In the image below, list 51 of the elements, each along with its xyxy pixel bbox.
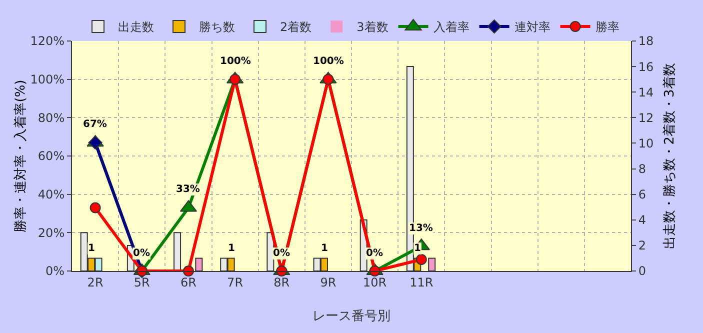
data-label: 100%	[220, 56, 251, 67]
legend-label: 連対率	[514, 20, 550, 34]
y2-tick-label: 16	[638, 60, 654, 74]
x-tick-label: 9R	[320, 275, 336, 290]
point	[90, 202, 101, 214]
y2-tick-label: 6	[638, 188, 646, 202]
legend-label: 3着数	[356, 20, 388, 34]
legend-label: 入着率	[433, 20, 470, 34]
data-label: 0%	[133, 248, 150, 259]
y2-tick-label: 10	[638, 136, 654, 150]
data-label: 1	[414, 243, 421, 254]
y-tick-label: 80%	[38, 110, 65, 125]
y2-tick-label: 2	[638, 238, 646, 253]
legend-label: 出走数	[118, 20, 154, 34]
y-tick-label: 100%	[30, 72, 65, 87]
y2-tick-label: 8	[638, 162, 646, 176]
y-axis-title: 勝率・連対率・入着率(%)	[12, 80, 28, 232]
y-tick-label: 120%	[30, 34, 65, 48]
point	[182, 266, 194, 276]
x-tick-label: 10R	[362, 275, 387, 290]
data-label: 1	[228, 243, 235, 254]
x-tick-label: 5R	[134, 275, 150, 290]
data-label: 33%	[176, 184, 200, 195]
legend-label: 2着数	[280, 20, 312, 34]
y-tick-label: 40%	[38, 188, 65, 202]
y2-tick-label: 4	[638, 213, 646, 228]
legend-label: 勝ち数	[199, 20, 235, 34]
y2-tick-label: 0	[638, 264, 646, 278]
data-label: 0%	[273, 248, 290, 259]
y2-tick-label: 12	[638, 110, 654, 125]
x-tick-label: 2R	[87, 275, 104, 290]
x-tick-label: 6R	[180, 275, 196, 290]
x-tick-label: 8R	[274, 275, 290, 290]
data-label: 1	[88, 243, 95, 254]
x-axis-title: レース番号別	[312, 309, 390, 324]
y2-tick-label: 14	[638, 85, 654, 100]
legend-label: 勝率	[595, 20, 620, 34]
data-label: 0%	[366, 248, 383, 259]
data-label: 13%	[409, 223, 433, 234]
data-label: 67%	[83, 119, 107, 130]
x-tick-label: 7R	[227, 275, 244, 290]
y-tick-label: 60%	[38, 149, 65, 164]
y2-axis-title: 出走数・勝ち数・2着数・3着数	[662, 63, 678, 249]
point	[416, 254, 427, 265]
data-label: 1	[321, 243, 328, 254]
data-label: 100%	[313, 56, 344, 67]
point	[88, 136, 102, 150]
y-tick-label: 20%	[38, 226, 65, 240]
y2-tick-label: 18	[638, 34, 654, 48]
y-tick-label: 0%	[46, 264, 65, 278]
x-tick-label: 11R	[410, 275, 434, 290]
